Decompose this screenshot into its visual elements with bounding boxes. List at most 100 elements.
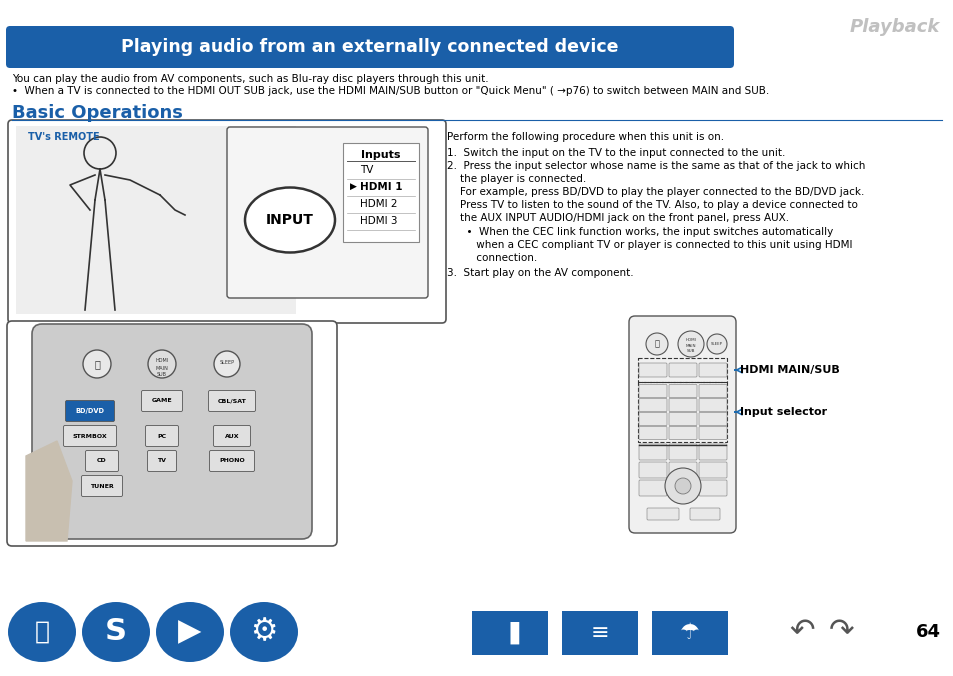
Text: ▐: ▐ xyxy=(501,622,518,644)
Text: ≡: ≡ xyxy=(590,623,609,643)
Circle shape xyxy=(678,331,703,357)
FancyBboxPatch shape xyxy=(668,398,697,412)
FancyBboxPatch shape xyxy=(210,450,254,471)
Text: SUB: SUB xyxy=(157,372,167,377)
Text: 🔍: 🔍 xyxy=(34,620,50,644)
FancyBboxPatch shape xyxy=(628,316,735,533)
FancyBboxPatch shape xyxy=(32,324,312,539)
FancyBboxPatch shape xyxy=(81,475,122,496)
Text: ▶: ▶ xyxy=(178,617,201,646)
Text: Input selector: Input selector xyxy=(740,407,826,417)
Text: MAIN: MAIN xyxy=(685,344,696,348)
FancyBboxPatch shape xyxy=(668,462,697,478)
FancyBboxPatch shape xyxy=(699,444,726,460)
Text: TV's REMOTE: TV's REMOTE xyxy=(28,132,99,142)
Circle shape xyxy=(645,333,667,355)
FancyBboxPatch shape xyxy=(213,425,251,447)
Text: CD: CD xyxy=(97,458,107,464)
Text: TUNER: TUNER xyxy=(90,483,113,489)
Text: For example, press BD/DVD to play the player connected to the BD/DVD jack.: For example, press BD/DVD to play the pl… xyxy=(447,187,863,197)
FancyBboxPatch shape xyxy=(699,480,726,496)
Text: HDMI: HDMI xyxy=(685,338,696,342)
FancyBboxPatch shape xyxy=(64,425,116,447)
Text: HDMI: HDMI xyxy=(155,358,169,364)
FancyBboxPatch shape xyxy=(668,427,697,439)
FancyBboxPatch shape xyxy=(699,385,726,397)
Ellipse shape xyxy=(245,187,335,253)
Text: the player is connected.: the player is connected. xyxy=(447,174,586,184)
Text: •  When a TV is connected to the HDMI OUT SUB jack, use the HDMI MAIN/SUB button: • When a TV is connected to the HDMI OUT… xyxy=(12,86,768,96)
Text: Playback: Playback xyxy=(849,18,939,36)
FancyBboxPatch shape xyxy=(699,427,726,439)
Circle shape xyxy=(148,350,175,378)
FancyBboxPatch shape xyxy=(639,444,666,460)
Text: HDMI 3: HDMI 3 xyxy=(359,216,397,226)
FancyBboxPatch shape xyxy=(639,363,666,377)
Text: ⚙: ⚙ xyxy=(250,617,277,646)
Text: MAIN: MAIN xyxy=(155,366,169,370)
Text: Inputs: Inputs xyxy=(361,150,400,160)
Text: GAME: GAME xyxy=(152,398,172,404)
Text: ↷: ↷ xyxy=(828,617,854,646)
Circle shape xyxy=(83,350,111,378)
Text: STRMBOX: STRMBOX xyxy=(72,433,108,439)
Text: ☂: ☂ xyxy=(679,623,700,643)
Polygon shape xyxy=(26,441,71,541)
Text: 64: 64 xyxy=(915,623,940,641)
FancyBboxPatch shape xyxy=(668,363,697,377)
FancyBboxPatch shape xyxy=(668,480,697,496)
Circle shape xyxy=(664,468,700,504)
Ellipse shape xyxy=(8,602,76,662)
FancyBboxPatch shape xyxy=(561,611,638,655)
Text: TV: TV xyxy=(157,458,167,464)
FancyBboxPatch shape xyxy=(668,444,697,460)
Text: 1.  Switch the input on the TV to the input connected to the unit.: 1. Switch the input on the TV to the inp… xyxy=(447,148,784,158)
Text: Playing audio from an externally connected device: Playing audio from an externally connect… xyxy=(121,38,618,56)
FancyBboxPatch shape xyxy=(639,398,666,412)
Text: SUB: SUB xyxy=(686,349,695,353)
Text: Press TV to listen to the sound of the TV. Also, to play a device connected to: Press TV to listen to the sound of the T… xyxy=(447,200,857,210)
FancyBboxPatch shape xyxy=(227,127,428,298)
FancyBboxPatch shape xyxy=(668,412,697,425)
FancyBboxPatch shape xyxy=(472,611,547,655)
FancyBboxPatch shape xyxy=(66,400,114,422)
Circle shape xyxy=(706,334,726,354)
Text: AUX: AUX xyxy=(225,433,239,439)
FancyBboxPatch shape xyxy=(148,450,176,471)
Text: 3.  Start play on the AV component.: 3. Start play on the AV component. xyxy=(447,268,633,278)
FancyBboxPatch shape xyxy=(8,120,446,323)
Text: when a CEC compliant TV or player is connected to this unit using HDMI: when a CEC compliant TV or player is con… xyxy=(447,240,852,250)
Text: HDMI 1: HDMI 1 xyxy=(359,182,402,192)
Text: S: S xyxy=(105,617,127,646)
Text: ▶: ▶ xyxy=(350,182,356,191)
FancyBboxPatch shape xyxy=(343,143,418,242)
FancyBboxPatch shape xyxy=(7,321,336,546)
Text: PHONO: PHONO xyxy=(219,458,245,464)
Text: ⏻: ⏻ xyxy=(94,359,100,369)
FancyBboxPatch shape xyxy=(689,508,720,520)
FancyBboxPatch shape xyxy=(699,363,726,377)
Ellipse shape xyxy=(156,602,224,662)
Text: HDMI MAIN/SUB: HDMI MAIN/SUB xyxy=(740,365,839,375)
Text: ⏻: ⏻ xyxy=(654,339,659,349)
FancyBboxPatch shape xyxy=(209,391,255,412)
FancyBboxPatch shape xyxy=(86,450,118,471)
FancyBboxPatch shape xyxy=(639,427,666,439)
FancyBboxPatch shape xyxy=(646,508,679,520)
Text: PC: PC xyxy=(157,433,167,439)
Text: You can play the audio from AV components, such as Blu-ray disc players through : You can play the audio from AV component… xyxy=(12,74,488,84)
Circle shape xyxy=(213,351,240,377)
Text: HDMI 2: HDMI 2 xyxy=(359,199,397,209)
FancyBboxPatch shape xyxy=(699,462,726,478)
FancyBboxPatch shape xyxy=(6,26,733,68)
FancyBboxPatch shape xyxy=(668,385,697,397)
Text: TV: TV xyxy=(359,165,373,175)
FancyBboxPatch shape xyxy=(651,611,727,655)
Text: SLEEP: SLEEP xyxy=(710,342,722,346)
Text: connection.: connection. xyxy=(447,253,537,263)
FancyBboxPatch shape xyxy=(639,480,666,496)
FancyBboxPatch shape xyxy=(699,398,726,412)
Text: •  When the CEC link function works, the input switches automatically: • When the CEC link function works, the … xyxy=(447,227,832,237)
Circle shape xyxy=(675,478,690,494)
FancyBboxPatch shape xyxy=(141,391,182,412)
